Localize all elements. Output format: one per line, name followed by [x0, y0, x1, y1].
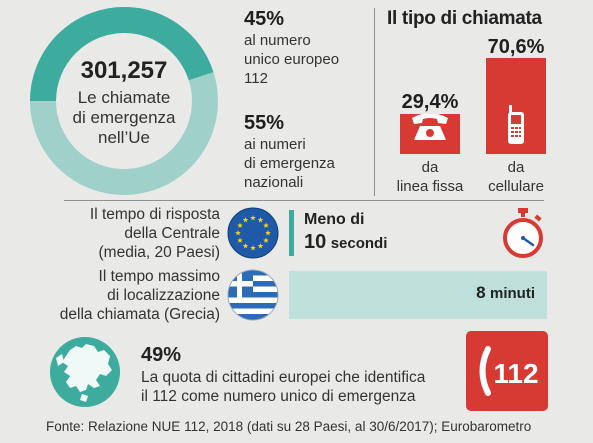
- vertical-divider: [374, 8, 375, 196]
- logo-112: 112: [466, 331, 548, 411]
- localization-bar: 8 minuti: [289, 271, 547, 319]
- eu-star: [237, 222, 243, 228]
- segment-national-text-3: nazionali: [244, 174, 304, 191]
- donut-chart: [30, 7, 218, 195]
- localization-time-label: Il tempo massimo di localizzazione della…: [59, 268, 220, 323]
- mobile-pct: 70,6%: [487, 36, 545, 58]
- segment-112-text-2: unico europeo: [244, 51, 340, 68]
- greek-flag-icon: [227, 269, 279, 321]
- awareness-text: La quota di cittadini europei che identi…: [141, 369, 426, 405]
- mobile-phone-icon: [508, 105, 524, 144]
- eu-star: [257, 217, 264, 223]
- eu-star: [242, 217, 249, 223]
- stopwatch-icon: [503, 208, 543, 258]
- segment-national-text-2: di emergenza: [244, 155, 335, 172]
- segment-national-text-1: ai numeri: [244, 136, 306, 153]
- eu-star: [263, 222, 269, 228]
- eu-star: [250, 215, 256, 221]
- logo-112-number: 112: [493, 358, 538, 389]
- response-time-label: Il tempo di risposta della Centrale (med…: [89, 206, 220, 261]
- eu-star: [237, 237, 243, 243]
- segment-112-pct: 45%: [244, 8, 285, 30]
- horizontal-divider: [64, 200, 544, 201]
- segment-112-label: 45% al numero unico europeo 112: [244, 8, 339, 88]
- awareness-pct: 49%: [141, 344, 182, 366]
- bar-mobile: [486, 58, 546, 154]
- segment-national-pct: 55%: [244, 112, 285, 134]
- bar-landline: [400, 114, 460, 154]
- eu-star: [250, 245, 256, 251]
- eu-star: [235, 230, 241, 236]
- total-calls-label-3: nell’Ue: [98, 128, 150, 147]
- source-note: Fonte: Relazione NUE 112, 2018 (dati su …: [46, 419, 532, 434]
- mobile-label: da cellulare: [488, 159, 544, 195]
- eu-flag-icon: [227, 207, 279, 259]
- eu-star: [257, 242, 264, 249]
- total-calls-label-2: di emergenza: [72, 108, 176, 127]
- segment-national-label: 55% ai numeri di emergenza nazionali: [244, 112, 335, 192]
- response-time-value: Meno di 10 secondi: [304, 211, 388, 253]
- segment-112-text-1: al numero: [244, 32, 311, 49]
- eu-star: [265, 230, 271, 236]
- response-accent-bar: [289, 210, 294, 256]
- europe-map-icon: [50, 337, 120, 407]
- eu-star: [263, 237, 269, 243]
- donut-segment-112: [30, 7, 218, 195]
- segment-112-text-3: 112: [244, 70, 268, 87]
- total-calls-value: 301,257: [80, 57, 168, 84]
- call-type-title: Il tipo di chiamata: [387, 8, 542, 29]
- landline-pct: 29,4%: [401, 91, 459, 113]
- total-calls: 301,257 Le chiamate di emergenza nell’Ue: [64, 57, 184, 148]
- eu-star: [242, 242, 249, 249]
- total-calls-label-1: Le chiamate: [77, 88, 171, 107]
- landline-label: da linea fissa: [396, 159, 464, 195]
- telephone-icon: [412, 114, 448, 140]
